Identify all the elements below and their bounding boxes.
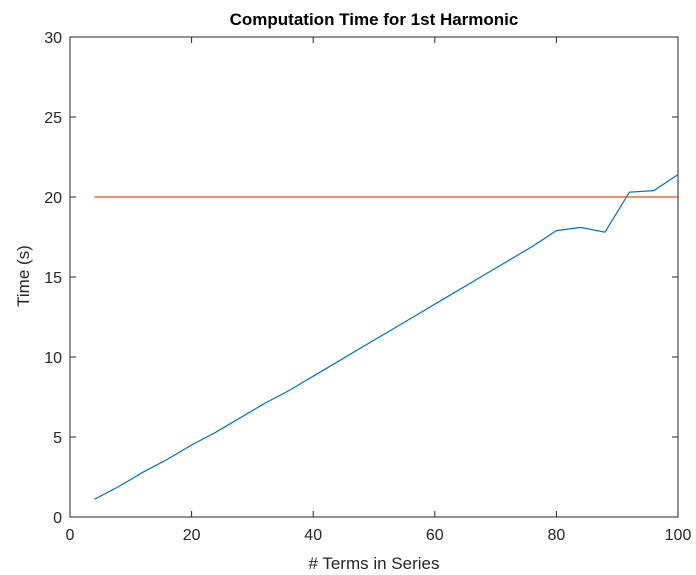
y-axis-label: Time (s) [14, 245, 33, 307]
x-tick-label: 100 [665, 527, 692, 544]
x-tick-label: 60 [426, 527, 444, 544]
chart-title: Computation Time for 1st Harmonic [230, 10, 519, 29]
y-tick-label: 0 [53, 510, 62, 527]
x-tick-label: 40 [304, 527, 322, 544]
y-tick-label: 10 [44, 350, 62, 367]
y-tick-label: 25 [44, 110, 62, 127]
y-tick-label: 15 [44, 270, 62, 287]
x-tick-label: 20 [183, 527, 201, 544]
series-line-1 [94, 174, 679, 500]
y-tick-label: 20 [44, 190, 62, 207]
x-axis-label: # Terms in Series [308, 554, 439, 573]
x-tick-label: 80 [548, 527, 566, 544]
axes-box [69, 36, 679, 518]
plot-area: 0 20 40 60 80 100 0 5 10 15 20 25 30 [44, 30, 691, 544]
x-tick-label: 0 [66, 527, 75, 544]
y-tick-label: 30 [44, 30, 62, 47]
y-tick-label: 5 [53, 430, 62, 447]
